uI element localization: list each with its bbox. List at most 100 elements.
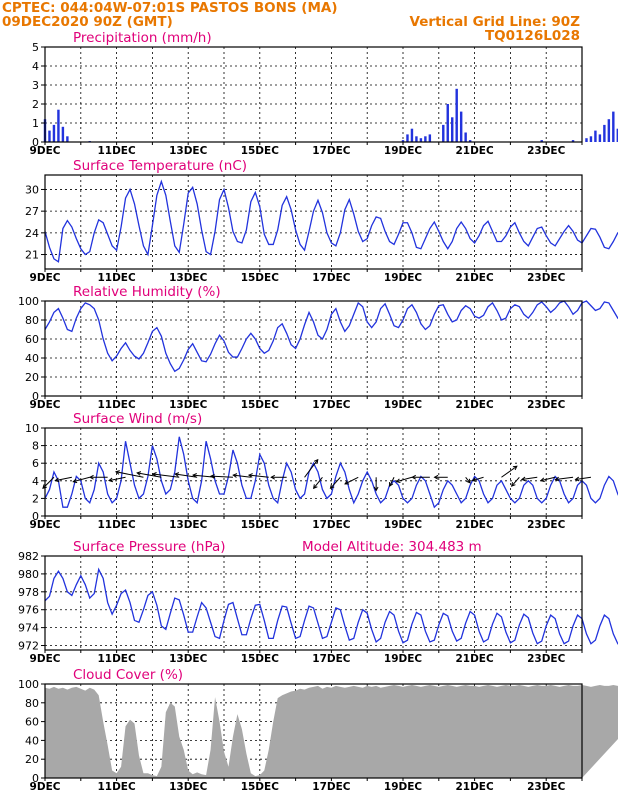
wind-arrow-head <box>313 458 319 464</box>
pressure-title: Surface Pressure (hPa) <box>73 539 226 555</box>
wind-xtick-label: 23DEC <box>527 519 566 531</box>
pressure-xtick-label: 21DEC <box>455 653 494 665</box>
wind-ytick-label: 0 <box>32 510 39 523</box>
wind-arrow-head <box>329 484 335 490</box>
wind-xtick-label: 15DEC <box>241 519 280 531</box>
precipitation-panel <box>41 46 618 145</box>
precipitation-ytick-label: 0 <box>32 136 39 149</box>
pressure-panel <box>41 555 618 653</box>
cloud-xtick-label: 21DEC <box>455 781 494 793</box>
temperature-xtick-label: 23DEC <box>527 272 566 284</box>
cloud-ytick-label: 40 <box>25 734 39 747</box>
humidity-title: Relative Humidity (%) <box>73 284 221 300</box>
wind-arrow-head <box>520 476 526 482</box>
temperature-ytick-label: 27 <box>25 205 39 218</box>
precipitation-bar <box>446 104 449 142</box>
humidity-ytick-label: 40 <box>25 352 39 365</box>
precipitation-bar <box>57 109 60 142</box>
wind-arrow-head <box>411 474 417 480</box>
wind-arrow-head <box>554 476 560 482</box>
wind-frame <box>44 427 583 517</box>
precipitation-bar <box>52 124 56 142</box>
wind-arrow <box>304 459 319 478</box>
precipitation-bar <box>442 124 445 142</box>
wind-arrow <box>313 476 323 489</box>
wind-ytick-label: 6 <box>32 457 39 470</box>
wind-ytick-label: 4 <box>32 475 39 488</box>
wind-arrow-head <box>72 478 78 484</box>
pressure-series-line <box>44 567 618 645</box>
precipitation-ytick-label: 5 <box>32 41 39 54</box>
wind-xtick-label: 11DEC <box>97 519 136 531</box>
temperature-xtick-label: 15DEC <box>241 272 280 284</box>
cloud-panel <box>41 683 618 781</box>
humidity-xtick-label: 9DEC <box>30 399 61 411</box>
precipitation-bar <box>415 136 418 142</box>
humidity-xtick-label: 13DEC <box>169 399 208 411</box>
wind-arrow-head <box>395 478 401 484</box>
temperature-panel <box>41 174 618 272</box>
wind-arrow <box>330 476 341 489</box>
wind-arrow-head <box>471 477 477 482</box>
wind-xtick-label: 9DEC <box>30 519 61 531</box>
wind-xtick-label: 17DEC <box>312 519 351 531</box>
precipitation-bar <box>419 138 423 142</box>
wind-arrow-head <box>270 474 276 480</box>
precipitation-bar <box>424 136 427 142</box>
wind-arrow <box>137 472 162 478</box>
humidity-series-line <box>44 300 618 373</box>
wind-arrow <box>248 474 269 478</box>
pressure-ytick-label: 978 <box>18 586 39 599</box>
precipitation-bar <box>61 126 65 142</box>
wind-arrow <box>115 471 144 478</box>
precipitation-ytick-label: 2 <box>32 98 39 111</box>
temperature-xtick-label: 17DEC <box>312 272 351 284</box>
wind-arrow <box>472 476 484 482</box>
wind-arrow <box>511 476 520 487</box>
precipitation-bar <box>540 140 543 142</box>
precipitation-xtick-label: 13DEC <box>169 145 208 157</box>
wind-arrow-head <box>344 480 350 485</box>
cloud-xtick-label: 17DEC <box>312 781 351 793</box>
precipitation-bar <box>589 136 593 142</box>
pressure-xtick-label: 17DEC <box>312 653 351 665</box>
precipitation-title: Precipitation (mm/h) <box>73 30 212 46</box>
precipitation-xtick-label: 15DEC <box>241 145 280 157</box>
temperature-xtick-label: 21DEC <box>455 272 494 284</box>
humidity-xtick-label: 11DEC <box>97 399 136 411</box>
wind-xtick-label: 13DEC <box>169 519 208 531</box>
precipitation-bar <box>464 132 467 142</box>
wind-arrow-head <box>174 472 180 477</box>
wind-arrow-head <box>114 470 120 475</box>
wind-xtick-label: 19DEC <box>384 519 423 531</box>
wind-arrow-head <box>232 473 238 478</box>
wind-ytick-label: 10 <box>25 422 39 435</box>
wind-arrow <box>344 476 359 485</box>
wind-arrow-head <box>136 471 142 476</box>
humidity-ytick-label: 80 <box>25 314 39 327</box>
wind-arrow <box>465 476 471 484</box>
wind-arrow <box>108 476 126 482</box>
wind-arrow <box>210 475 233 478</box>
temperature-ytick-label: 21 <box>25 249 39 262</box>
wind-arrow <box>501 465 518 478</box>
pressure-frame <box>44 555 583 651</box>
temperature-title: Surface Temperature (nC) <box>73 158 247 174</box>
wind-arrow <box>233 474 251 478</box>
precipitation-xtick-label: 9DEC <box>30 145 61 157</box>
humidity-ytick-label: 20 <box>25 371 39 384</box>
wind-arrow-head <box>466 478 471 484</box>
wind-arrow-head <box>433 474 439 480</box>
precipitation-ytick-label: 4 <box>32 60 39 73</box>
precipitation-bar <box>428 134 432 142</box>
humidity-ytick-label: 100 <box>18 295 39 308</box>
temperature-ytick-label: 30 <box>25 183 39 196</box>
wind-arrow-head <box>192 473 197 478</box>
wind-arrow <box>575 476 592 480</box>
precipitation-bar <box>459 111 463 142</box>
precipitation-bar <box>406 134 409 142</box>
cloud-ytick-label: 60 <box>25 716 39 729</box>
cloud-xtick-label: 13DEC <box>169 781 208 793</box>
cloud-ytick-label: 0 <box>32 772 39 785</box>
cloud-ytick-label: 80 <box>25 697 39 710</box>
